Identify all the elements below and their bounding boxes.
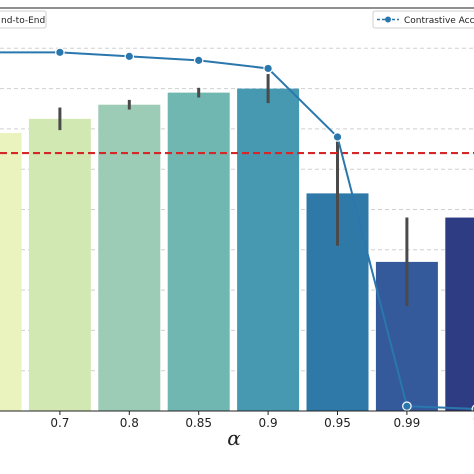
x-tick-label: 0.85 [185,416,212,430]
series-point-0.9 [263,63,273,74]
legend-left-label: nd-to-End [1,16,45,26]
series-point-0.8 [124,51,135,62]
bar-0.8 [98,104,161,411]
x-tick-label: 1 [472,416,474,430]
x-tick-label: 0.8 [120,416,139,430]
legend-right: Contrastive Acc [372,10,474,29]
legend-left-box [0,10,47,29]
bar-0.7 [28,118,91,411]
series-line [0,51,474,410]
bar-1 [445,217,474,411]
line-series [0,47,474,414]
x-tick-label: 0.95 [324,416,351,430]
bar-0.9 [237,88,300,411]
series-point-0.95 [332,132,343,142]
legend-left: nd-to-End [0,10,47,29]
legend-right-box [372,10,474,29]
x-tick-label: 0.99 [394,416,421,430]
legend-right-label: Contrastive Acc [404,16,474,26]
x-ticks: 0.7 0.8 0.85 0.9 0.95 0.99 1 [50,411,474,430]
error-bars [58,74,409,307]
legend-right-swatch-marker [385,16,391,23]
bar-0.6 [0,132,22,411]
series-point-0.99 [402,401,412,411]
x-tick-label: 0.9 [259,416,278,430]
x-tick-label: 0.7 [50,416,69,430]
bar-0.85 [167,92,230,411]
x-axis-title: α [227,426,241,450]
series-point-0.85 [193,55,204,66]
series-point-0.7 [55,47,65,58]
